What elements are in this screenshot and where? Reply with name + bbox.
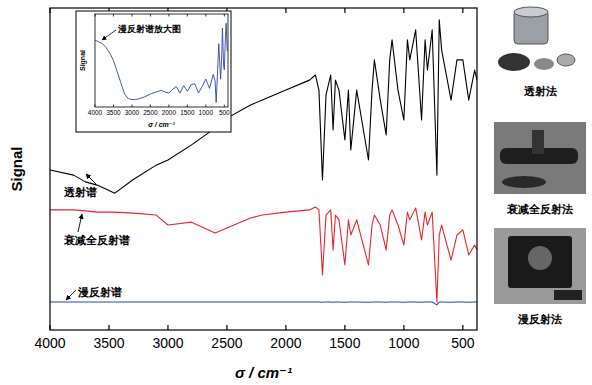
- x-axis-title: σ / cm⁻¹: [235, 364, 292, 381]
- y-axis-title: Signal: [79, 50, 87, 71]
- x-tick-label: 1500: [180, 109, 195, 116]
- x-tick-top: [150, 14, 151, 17]
- x-tick-label: 1500: [329, 335, 360, 351]
- label-arrow: [86, 174, 96, 184]
- x-tick: [285, 325, 286, 330]
- x-tick-label: 500: [219, 109, 230, 116]
- x-tick: [167, 325, 168, 330]
- x-tick-label: 4000: [88, 109, 103, 116]
- side-panels: 透射法衰减全反射法漫反射法: [494, 4, 586, 325]
- y-axis-title: Signal: [8, 146, 25, 191]
- x-tick-label: 3500: [106, 109, 121, 116]
- x-tick-label: 3000: [152, 335, 183, 351]
- label-arrow: [78, 214, 82, 232]
- x-tick: [95, 105, 96, 108]
- x-tick-label: 1000: [388, 335, 419, 351]
- series-label: 衰减全反射谱: [63, 234, 130, 246]
- panel-caption: 透射法: [523, 85, 557, 97]
- photo: [494, 4, 586, 80]
- x-tick: [113, 105, 114, 108]
- x-axis-title: σ / cm⁻¹: [148, 121, 175, 128]
- chart-1: 40003500 30002500 20001500 1000 500 σ / cm⁻¹ S…: [76, 11, 231, 132]
- x-tick-top: [285, 8, 286, 13]
- x-tick: [205, 105, 206, 108]
- x-tick-top: [224, 14, 225, 17]
- chart-0: 4000350030002500200015001000500σ / cm⁻¹S…: [8, 8, 477, 381]
- plot-lines: [50, 20, 477, 305]
- x-tick-label: 3500: [93, 335, 124, 351]
- x-tick-top: [462, 8, 463, 13]
- x-tick-label: 2000: [270, 335, 301, 351]
- photo-part: [532, 130, 544, 154]
- figure: 4000350030002500200015001000500σ / cm⁻¹S…: [0, 0, 592, 385]
- series-line: [50, 302, 477, 305]
- x-tick-label: 4000: [34, 335, 65, 351]
- x-tick-top: [49, 8, 50, 13]
- x-tick-top: [131, 14, 132, 17]
- x-tick: [344, 325, 345, 330]
- series-line: [50, 207, 477, 302]
- plot-lines: [95, 23, 227, 102]
- photo: [494, 122, 586, 194]
- x-tick-top: [113, 14, 114, 17]
- x-tick: [108, 325, 109, 330]
- label-arrow: [102, 30, 116, 40]
- panel-caption: 漫反射法: [517, 313, 562, 325]
- x-tick: [187, 105, 188, 108]
- x-tick-label: 2500: [143, 109, 158, 116]
- photo-part: [557, 54, 575, 66]
- photo: [494, 228, 586, 304]
- x-tick: [224, 105, 225, 108]
- x-tick-label: 3000: [125, 109, 140, 116]
- inset-title: 漫反射谱放大图: [117, 24, 181, 34]
- x-tick-label: 1000: [199, 109, 214, 116]
- panel-caption: 衰减全反射法: [506, 203, 573, 215]
- photo-part: [528, 246, 552, 270]
- x-tick-label: 500: [451, 335, 475, 351]
- photo-part: [514, 7, 548, 17]
- x-tick-top: [168, 14, 169, 17]
- x-tick: [131, 105, 132, 108]
- photo-part: [502, 176, 546, 188]
- photo-part: [554, 290, 582, 300]
- x-tick-top: [205, 14, 206, 17]
- photo-part: [498, 53, 530, 71]
- x-tick-top: [344, 8, 345, 13]
- series-label: 透射谱: [63, 186, 97, 198]
- label-arrow: [66, 290, 76, 300]
- series-line: [95, 23, 227, 102]
- x-tick: [49, 325, 50, 330]
- photo-part: [508, 236, 572, 288]
- x-tick: [403, 325, 404, 330]
- x-tick-label: 2500: [211, 335, 242, 351]
- x-tick: [168, 105, 169, 108]
- inset-frame: [76, 11, 231, 132]
- photo-part: [534, 58, 554, 70]
- x-tick-top: [403, 8, 404, 13]
- x-tick-top: [95, 14, 96, 17]
- series-label: 漫反射谱: [77, 286, 122, 298]
- x-tick: [150, 105, 151, 108]
- x-tick-label: 2000: [162, 109, 177, 116]
- plot-frame: [95, 14, 228, 107]
- x-tick-top: [187, 14, 188, 17]
- x-tick: [462, 325, 463, 330]
- plot-frame: [50, 8, 477, 330]
- x-tick: [226, 325, 227, 330]
